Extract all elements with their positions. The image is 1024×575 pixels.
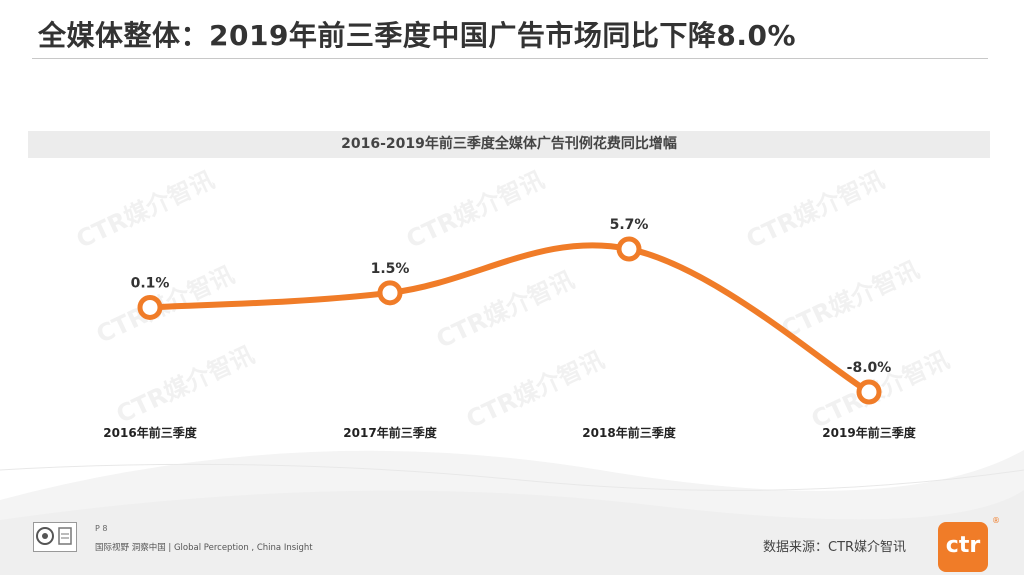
data-source: 数据来源：CTR媒介智讯 <box>763 540 907 555</box>
data-label: 5.7% <box>610 217 649 233</box>
registered-mark: ® <box>992 516 1000 525</box>
data-label: 0.1% <box>131 275 170 291</box>
series-line <box>147 242 872 395</box>
title-divider <box>32 58 988 59</box>
x-tick-label: 2016年前三季度 <box>103 425 197 440</box>
data-label: 1.5% <box>371 261 410 277</box>
x-tick-label: 2018年前三季度 <box>582 425 676 440</box>
page-title: 全媒体整体：2019年前三季度中国广告市场同比下降8.0% <box>38 19 797 52</box>
data-label: -8.0% <box>847 360 892 376</box>
data-point <box>377 280 403 306</box>
certification-badges <box>33 522 77 552</box>
data-point <box>616 236 642 262</box>
chart-header-band: 2016-2019年前三季度全媒体广告刊例花费同比增幅 <box>28 131 990 158</box>
chart-title: 2016-2019年前三季度全媒体广告刊例花费同比增幅 <box>341 136 677 152</box>
footer-slogan: 国际视野 洞察中国 | Global Perception , China In… <box>95 543 313 553</box>
data-point <box>856 379 882 405</box>
x-tick-label: 2017年前三季度 <box>343 425 437 440</box>
page-number: P 8 <box>95 524 108 533</box>
data-point <box>137 294 163 320</box>
certification-badge-icon <box>33 522 77 552</box>
ctr-logo: ctr <box>938 522 988 572</box>
x-tick-label: 2019年前三季度 <box>822 425 916 440</box>
